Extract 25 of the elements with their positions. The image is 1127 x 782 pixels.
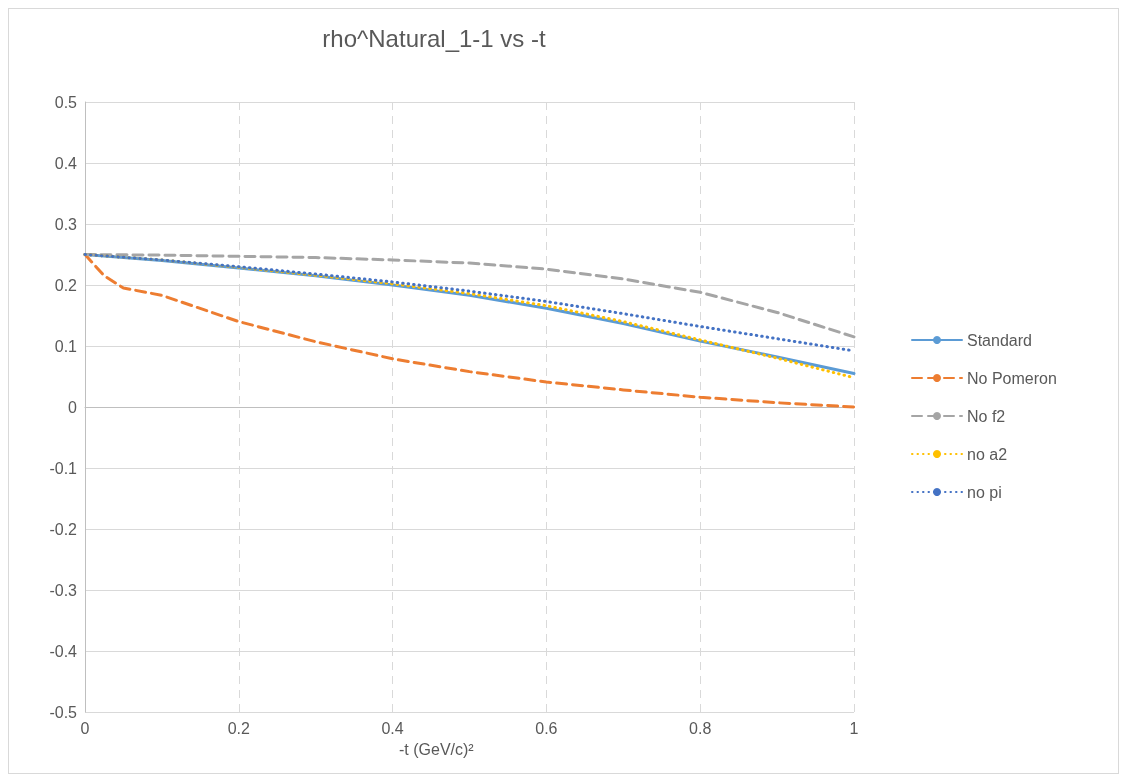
y-tick-label: 0.1: [54, 337, 78, 355]
x-axis-title: -t (GeV/c)²: [399, 740, 475, 758]
y-tick-label: -0.4: [49, 642, 78, 660]
y-tick-label: 0: [68, 398, 78, 416]
chart-title: rho^Natural_1-1 vs -t: [322, 24, 546, 52]
x-tick-label: 1: [849, 719, 859, 737]
legend-label: no pi: [967, 483, 1002, 501]
y-tick-label: -0.1: [49, 459, 78, 477]
legend-label: No Pomeron: [967, 369, 1057, 387]
x-tick-label: 0.2: [227, 719, 251, 737]
y-tick-label: 0.5: [54, 93, 78, 111]
x-tick-label: 0: [80, 719, 90, 737]
legend-label: no a2: [967, 445, 1008, 463]
line-series: [83, 253, 856, 409]
x-tick-label: 0.4: [381, 719, 404, 737]
y-tick-label: -0.2: [49, 520, 78, 538]
x-tick-label: 0.8: [689, 719, 712, 737]
legend-label: Standard: [967, 331, 1032, 349]
y-tick-label: -0.5: [49, 703, 78, 721]
y-tick-label: 0.4: [54, 154, 78, 172]
y-tick-label: 0.3: [54, 215, 78, 233]
y-tick-label: 0.2: [54, 276, 78, 294]
x-tick-label: 0.6: [535, 719, 558, 737]
y-tick-label: -0.3: [49, 581, 78, 599]
legend-label: No f2: [967, 407, 1006, 425]
